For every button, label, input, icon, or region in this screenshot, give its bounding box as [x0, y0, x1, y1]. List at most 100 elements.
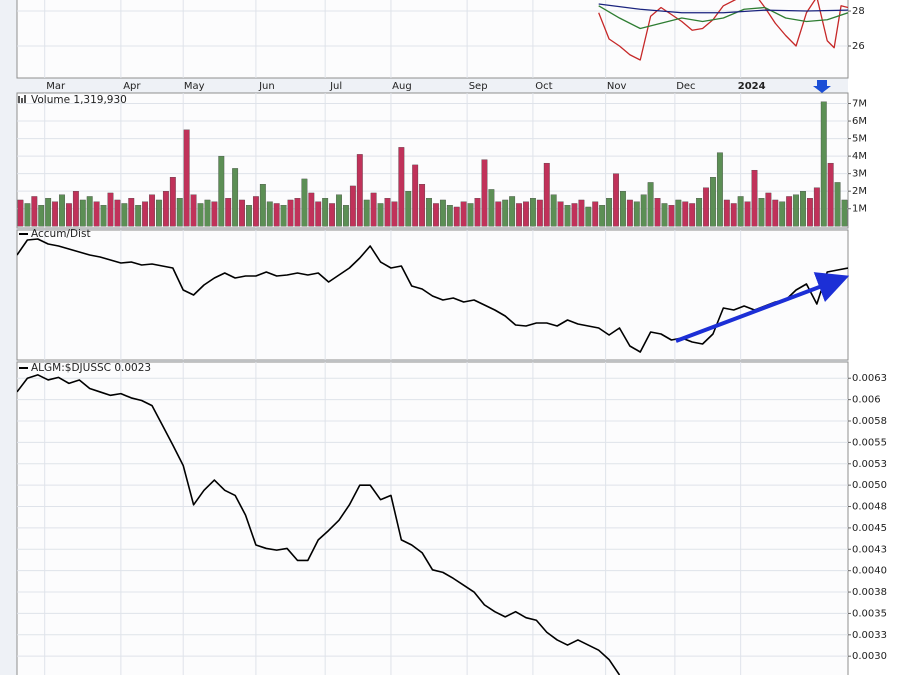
volume-bar [45, 198, 52, 227]
x-tick-label: 2024 [738, 81, 766, 92]
y-tick-label: 0.006 [852, 395, 881, 406]
x-tick-label: Nov [607, 81, 627, 92]
volume-bar [682, 201, 689, 227]
x-tick-label: Mar [46, 81, 66, 92]
y-tick-label: 0.0048 [852, 502, 887, 513]
ratio-panel [16, 361, 849, 675]
volume-bar [710, 177, 716, 227]
y-tick-label: 26 [852, 41, 865, 52]
volume-bar [142, 201, 149, 227]
y-tick-label: 28 [852, 6, 865, 17]
volume-bar [550, 194, 557, 227]
y-tick-label: 0.0043 [852, 544, 887, 555]
volume-bar [259, 184, 266, 227]
volume-bar [647, 182, 654, 227]
x-tick-label: Jul [329, 81, 342, 92]
panel-plot [17, 0, 848, 78]
volume-bar [592, 201, 599, 227]
volume-bar [72, 191, 79, 227]
ratio-title: ALGM:$DJUSSC 0.0023 [31, 362, 151, 374]
volume-bar [779, 201, 786, 227]
volume-bar [827, 162, 834, 227]
volume-bar [329, 203, 336, 227]
y-tick-label: 2M [852, 186, 867, 197]
volume-bar [419, 184, 426, 227]
volume-bar [405, 191, 412, 227]
y-tick-label: 0.0038 [852, 587, 887, 598]
y-tick-label: 0.0030 [852, 651, 887, 662]
y-tick-label: 0.0055 [852, 437, 887, 448]
volume-icon [24, 95, 26, 103]
volume-bar [509, 196, 516, 227]
volume-bar [467, 203, 474, 227]
trend-arrow [675, 272, 850, 343]
volume-bar [495, 201, 502, 227]
volume-bar [315, 201, 322, 227]
volume-bar [474, 198, 481, 227]
volume-bar [564, 205, 571, 227]
volume-bar [557, 201, 564, 227]
y-tick-label: 0.0040 [852, 566, 887, 577]
volume-bar [820, 101, 827, 227]
volume-bar [543, 162, 550, 227]
volume-bar [834, 182, 841, 227]
x-tick-label: Jun [258, 81, 275, 92]
volume-bar [793, 194, 799, 227]
volume-icon [18, 96, 20, 103]
panel-plot [17, 230, 848, 360]
x-tick-label: Oct [535, 81, 552, 92]
volume-bar [52, 201, 59, 227]
volume-bar [24, 203, 31, 227]
x-tick-label: May [184, 81, 205, 92]
volume-bar [536, 199, 543, 227]
y-tick-label: 5M [852, 134, 867, 145]
volume-bar [211, 201, 218, 227]
volume-bar [349, 185, 356, 227]
volume-bar [377, 203, 384, 227]
volume-bar [135, 205, 142, 227]
volume-bar [176, 198, 183, 227]
volume-bar [384, 198, 391, 227]
volume-bar [252, 196, 259, 227]
volume-bar [737, 196, 744, 227]
volume-bar [571, 203, 578, 227]
volume-bar [336, 194, 342, 227]
volume-bar [446, 205, 453, 227]
volume-bar [225, 198, 232, 227]
volume-bar [460, 201, 467, 227]
volume-bar [523, 201, 529, 227]
volume-bar [121, 203, 128, 227]
volume-bar [841, 199, 848, 227]
line [17, 238, 848, 353]
volume-bar [640, 194, 647, 227]
volume-bar [751, 169, 758, 227]
volume-bar [633, 201, 640, 227]
line [17, 374, 621, 675]
volume-bar [758, 198, 765, 227]
volume-bar [322, 198, 329, 227]
volume-bar [162, 191, 169, 227]
y-tick-label: 3M [852, 169, 867, 180]
volume-bar [391, 201, 398, 227]
volume-bar [426, 198, 432, 227]
volume-bar [744, 201, 751, 227]
line [598, 5, 848, 30]
volume-bar [689, 203, 696, 227]
volume-panel [16, 92, 849, 229]
panel-plot [17, 362, 848, 675]
volume-bar [599, 205, 606, 227]
volume-bar [661, 203, 668, 227]
volume-bar [183, 129, 190, 227]
volume-bar [723, 199, 730, 227]
volume-bar [716, 152, 723, 227]
x-tick-label: Aug [392, 81, 412, 92]
volume-bar [620, 191, 626, 227]
volume-bar [197, 203, 204, 227]
volume-bar [453, 206, 460, 227]
volume-bar [149, 194, 155, 227]
y-tick-label: 0.0045 [852, 523, 887, 534]
volume-bar [218, 155, 225, 227]
volume-bar [204, 199, 211, 227]
volume-bar [128, 198, 135, 227]
y-tick-label: 1M [852, 204, 867, 215]
